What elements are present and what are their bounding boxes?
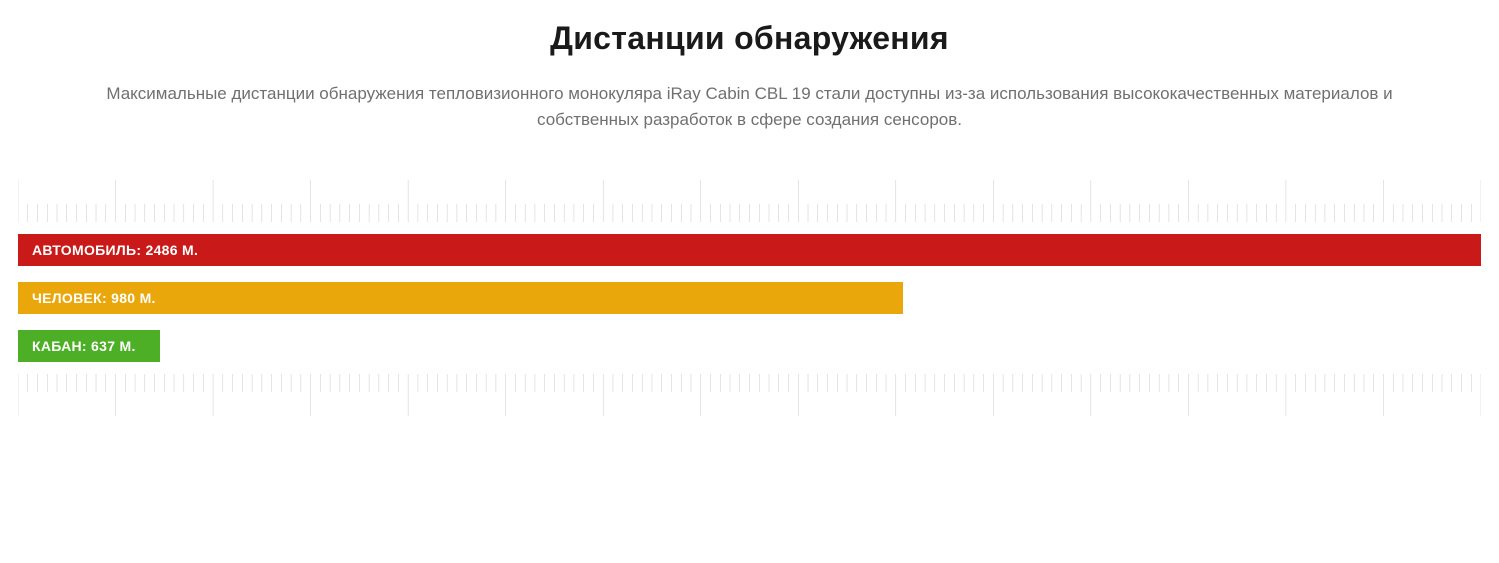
bar-automobile: АВТОМОБИЛЬ: 2486 М. xyxy=(18,234,1481,266)
bars-container: АВТОМОБИЛЬ: 2486 М. ЧЕЛОВЕК: 980 М. КАБА… xyxy=(18,222,1481,374)
ruler-top xyxy=(18,174,1481,222)
detection-distance-chart: АВТОМОБИЛЬ: 2486 М. ЧЕЛОВЕК: 980 М. КАБА… xyxy=(18,174,1481,422)
bar-row: АВТОМОБИЛЬ: 2486 М. xyxy=(18,234,1481,266)
bar-row: КАБАН: 637 М. xyxy=(18,330,1481,362)
page-title: Дистанции обнаружения xyxy=(18,20,1481,57)
bar-boar: КАБАН: 637 М. xyxy=(18,330,160,362)
bar-human: ЧЕЛОВЕК: 980 М. xyxy=(18,282,903,314)
bar-label: ЧЕЛОВЕК: 980 М. xyxy=(32,290,156,306)
bar-label: АВТОМОБИЛЬ: 2486 М. xyxy=(32,242,198,258)
bar-label: КАБАН: 637 М. xyxy=(32,338,136,354)
bar-row: ЧЕЛОВЕК: 980 М. xyxy=(18,282,1481,314)
page-description: Максимальные дистанции обнаружения тепло… xyxy=(60,81,1440,132)
ruler-bottom xyxy=(18,374,1481,422)
